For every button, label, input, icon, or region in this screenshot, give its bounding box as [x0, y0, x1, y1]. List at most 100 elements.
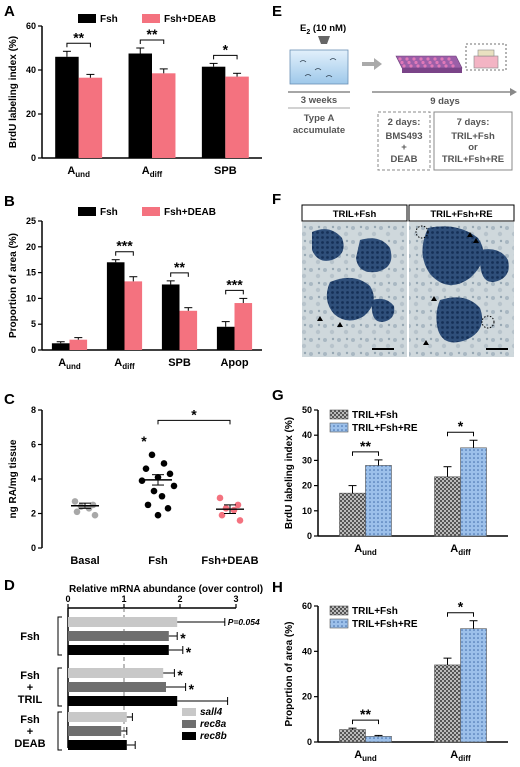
group-label: Fsh: [148, 555, 168, 567]
data-point: [91, 511, 99, 519]
significance-bracket: [447, 612, 474, 617]
data-point: [222, 505, 230, 512]
bar: [161, 284, 180, 350]
group-label: Fsh+DEAB: [201, 555, 258, 567]
x-tick-label: 1: [121, 594, 126, 604]
data-point: [138, 477, 146, 485]
significance-bracket: [157, 419, 231, 425]
legend-swatch: [78, 207, 96, 216]
y-tick-label: 10: [302, 506, 312, 516]
y-axis-title: Proportion of area (%): [8, 233, 19, 338]
treatment-label: E2 (10 nM): [300, 23, 346, 36]
x-tick-label: 2: [177, 594, 182, 604]
data-point: [218, 511, 226, 519]
plate-well: [451, 64, 455, 68]
data-point: [158, 492, 166, 500]
data-point: [164, 505, 172, 512]
bar: [434, 476, 461, 537]
plate-well: [402, 64, 406, 68]
significance-label: **: [360, 706, 371, 722]
plate-well: [412, 57, 416, 61]
y-tick-label: 40: [302, 646, 312, 656]
data-point: [234, 501, 242, 509]
category-label: Aund: [354, 543, 377, 557]
significance-label: **: [174, 259, 185, 275]
plate-well: [416, 64, 420, 68]
y-axis-title: BrdU labeling index (%): [8, 36, 19, 148]
phase-2-line-2: TRIL+Fsh: [451, 131, 495, 142]
data-point: [170, 482, 178, 490]
legend-swatch: [142, 14, 160, 23]
legend-label: TRIL+Fsh+RE: [352, 423, 418, 434]
category-label: SPB: [168, 357, 191, 369]
plate-well: [440, 57, 444, 61]
timeline: [288, 88, 517, 96]
bar: [339, 492, 366, 537]
category-label: SPB: [214, 165, 237, 177]
legend-label: Fsh+DEAB: [164, 14, 216, 25]
significance-label: **: [360, 438, 371, 454]
bar: [68, 712, 127, 722]
legend-swatch: [182, 732, 196, 740]
bar: [365, 736, 392, 743]
legend-swatch: [329, 618, 349, 629]
y-tick-label: 25: [26, 216, 36, 226]
y-tick-label: 20: [302, 481, 312, 491]
data-point: [150, 487, 158, 495]
bar: [69, 339, 88, 350]
plate-well: [426, 57, 430, 61]
bar: [216, 326, 235, 350]
legend-label: TRIL+Fsh+RE: [352, 619, 418, 630]
plate-well: [428, 60, 432, 65]
bar: [68, 726, 122, 736]
y-tick-label: 10: [26, 293, 36, 303]
plate-well: [442, 60, 446, 65]
treatment-concentration: (10 nM): [310, 23, 346, 34]
x-tick-label: 3: [233, 594, 238, 604]
plate-well: [419, 57, 423, 61]
bar: [365, 465, 392, 537]
phase-1-line-4: DEAB: [391, 154, 418, 165]
bar: [128, 53, 152, 158]
significance-bracket: [115, 251, 134, 256]
panel-letter-g: G: [272, 387, 284, 404]
bar: [152, 73, 176, 158]
bar: [339, 729, 366, 743]
significance-label: *: [223, 41, 229, 57]
category-label: Aund: [354, 749, 377, 763]
significance-label: P=0.054: [228, 617, 260, 627]
significance-bracket: [225, 289, 244, 295]
legend-swatch: [329, 409, 349, 420]
bar: [68, 645, 169, 655]
plate-well: [444, 64, 448, 68]
panel-letter-b: B: [4, 193, 15, 210]
micrograph-right-label: TRIL+Fsh+RE: [430, 209, 492, 220]
significance-label: *: [141, 433, 147, 449]
chart-title: Relative mRNA abundance (over control): [69, 584, 263, 595]
y-tick-label: 40: [302, 430, 312, 440]
bar: [68, 682, 166, 692]
micrograph-left: TRIL+Fsh: [301, 204, 408, 357]
bar: [68, 668, 164, 678]
micrograph-left-label: TRIL+Fsh: [333, 209, 377, 220]
legend-label: Fsh: [100, 14, 118, 25]
y-tick-label: 6: [31, 440, 36, 450]
legend-label: Fsh+DEAB: [164, 207, 216, 218]
category-label: Aund: [58, 357, 81, 371]
y-tick-label: 0: [307, 737, 312, 747]
significance-label: **: [73, 29, 84, 45]
y-tick-label: 20: [26, 242, 36, 252]
legend-swatch: [329, 605, 349, 616]
legend-swatch: [78, 14, 96, 23]
outcome-line-2: accumulate: [293, 125, 345, 136]
bar: [434, 664, 461, 743]
dropper-icon: [318, 36, 330, 44]
category-label: Adiff: [114, 357, 135, 371]
micrographs: TRIL+Fsh TRIL+Fsh+RE: [301, 204, 515, 357]
group-bracket: [57, 616, 62, 656]
arrow-icon: [362, 58, 382, 70]
significance-bracket: [447, 431, 474, 437]
category-label: Apop: [220, 357, 248, 369]
category-label: Adiff: [450, 749, 471, 763]
bar: [234, 303, 253, 350]
